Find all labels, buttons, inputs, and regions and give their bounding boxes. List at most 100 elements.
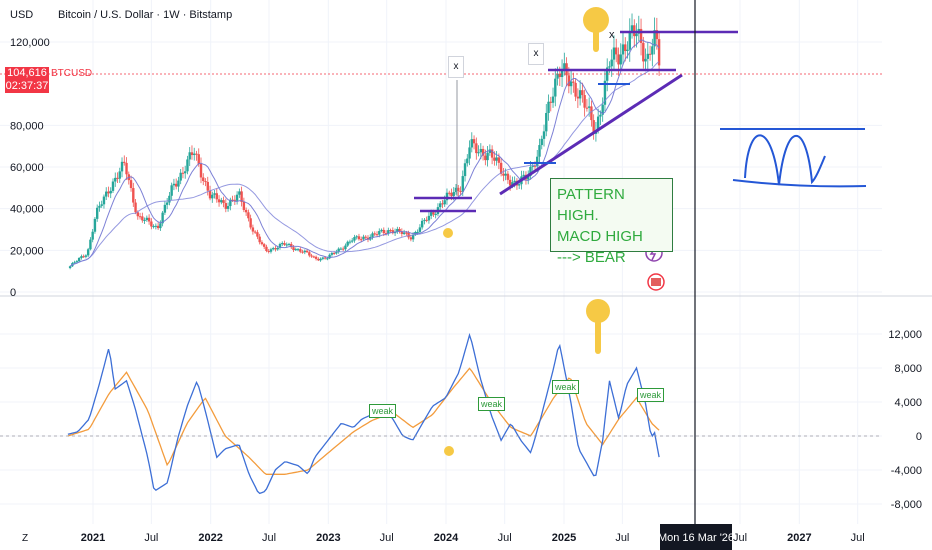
candle <box>326 258 329 260</box>
candle <box>590 106 593 121</box>
candle <box>601 104 604 115</box>
candle <box>596 116 600 130</box>
time-tick-label: 2023 <box>316 532 340 544</box>
candle <box>612 47 616 60</box>
oscillator-tick-label: 4,000 <box>894 397 922 409</box>
candle <box>599 114 602 117</box>
candle <box>405 232 408 234</box>
candle <box>154 225 158 227</box>
candle <box>542 131 546 139</box>
candle <box>256 232 259 237</box>
candle <box>472 139 476 144</box>
candle <box>150 221 153 227</box>
x-marker-1[interactable]: x <box>448 56 464 78</box>
time-axis[interactable]: 2021 Jul 2022 Jul 2023 Jul 2024 Jul 2025 Jul Jul 20… <box>81 532 865 544</box>
candle <box>639 28 643 43</box>
candle <box>156 225 160 229</box>
candle <box>321 257 325 259</box>
candle <box>120 161 124 172</box>
pattern-bottom-line[interactable] <box>732 179 867 188</box>
candle <box>337 248 340 252</box>
price-tick-label: 120,000 <box>10 37 50 49</box>
candle <box>95 207 99 219</box>
candle <box>195 153 198 155</box>
candle <box>224 203 228 209</box>
candle <box>170 185 173 196</box>
candle <box>545 112 548 132</box>
candle <box>274 248 277 250</box>
candle <box>461 176 464 192</box>
x-marker-2[interactable]: x <box>528 43 544 65</box>
oscillator-axis[interactable]: 12,000 8,000 4,000 0 -4,000 -8,000 <box>888 329 922 511</box>
candle <box>576 96 580 99</box>
oscillator-tick-label: 0 <box>916 431 922 443</box>
candle <box>163 204 167 213</box>
candle <box>457 187 460 192</box>
candle <box>493 157 496 161</box>
candle <box>540 138 543 146</box>
candle <box>502 173 505 176</box>
annotation-line-2: MACD HIGH <box>557 228 643 245</box>
candle <box>603 80 607 105</box>
candle <box>129 180 133 189</box>
weak-label-3[interactable]: weak <box>552 380 580 394</box>
candle <box>475 143 478 154</box>
candle <box>314 256 318 259</box>
flag-icon[interactable] <box>647 273 665 291</box>
candle <box>177 180 180 187</box>
candle <box>560 70 564 78</box>
macd-line <box>67 332 660 495</box>
candle <box>495 157 498 161</box>
candle <box>547 101 550 113</box>
candle <box>504 173 507 176</box>
candle <box>364 236 367 238</box>
candle <box>454 187 458 193</box>
candle <box>357 236 361 240</box>
double-top-sketch[interactable] <box>744 134 826 186</box>
candle <box>578 90 582 99</box>
candle <box>265 246 268 251</box>
candle <box>531 165 534 167</box>
rising-trendline[interactable] <box>499 73 683 196</box>
candle <box>396 228 399 232</box>
candle-layer <box>68 13 661 270</box>
candle <box>481 148 485 156</box>
candle <box>91 231 94 240</box>
candle <box>479 148 483 153</box>
weak-label-2[interactable]: weak <box>478 397 506 411</box>
drawing-layer[interactable] <box>414 7 867 456</box>
candle <box>628 31 631 50</box>
candle <box>86 249 90 256</box>
candle <box>411 234 415 240</box>
candle <box>317 258 320 261</box>
candle <box>251 227 255 232</box>
zoom-icon[interactable]: Z <box>22 533 28 544</box>
weak-label-4[interactable]: weak <box>637 388 665 402</box>
price-axis[interactable]: 120,000 80,000 60,000 40,000 20,000 0 <box>10 37 50 299</box>
candle <box>283 243 286 245</box>
candle <box>533 165 537 167</box>
price-tick-label: 80,000 <box>10 120 44 132</box>
moving-average-slow <box>69 61 660 267</box>
time-tick-label: Jul <box>380 532 394 544</box>
candle <box>655 30 659 40</box>
candle <box>551 96 555 103</box>
symbol-title[interactable]: Bitcoin / U.S. Dollar · 1W · Bitstamp <box>58 9 233 21</box>
candle <box>633 25 636 37</box>
candle <box>617 54 620 65</box>
weak-label-1[interactable]: weak <box>369 404 397 418</box>
candle <box>102 196 106 205</box>
candle <box>389 230 392 232</box>
time-tick-label: Jul <box>144 532 158 544</box>
candle <box>193 153 196 156</box>
price-tick-label: 60,000 <box>10 162 44 174</box>
candle <box>536 156 539 167</box>
bear-annotation[interactable]: PATTERN HIGH. MACD HIGH ---> BEAR <box>550 178 673 266</box>
x-marker-3[interactable]: x <box>609 29 615 41</box>
candle <box>391 230 395 234</box>
candle <box>220 200 223 203</box>
currency-label[interactable]: USD <box>10 9 34 21</box>
